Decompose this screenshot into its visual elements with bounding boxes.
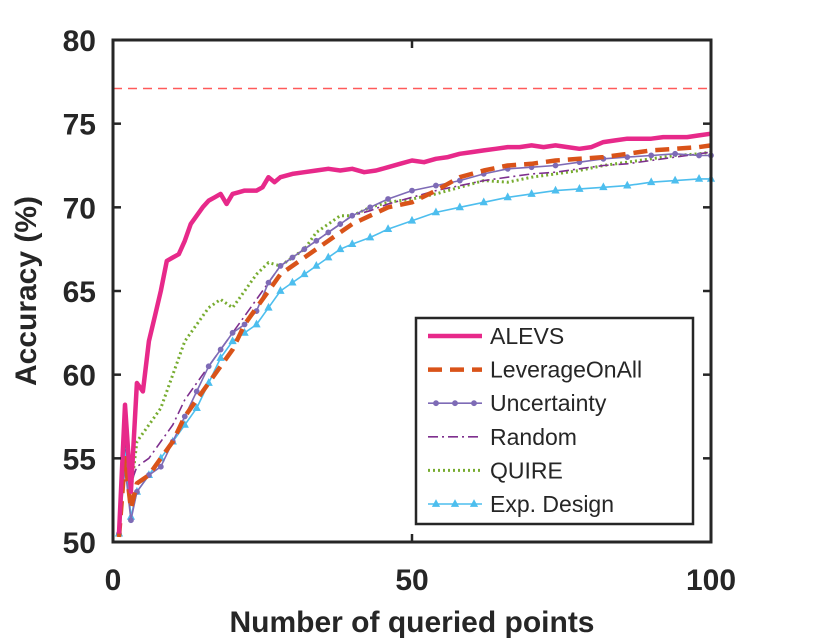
legend-label-random: Random (490, 424, 577, 450)
y-tick-label: 80 (63, 25, 96, 58)
data-point-uncertainty (433, 182, 439, 189)
legend-label-uncertainty: Uncertainty (490, 390, 607, 416)
data-point-exp-design (192, 403, 201, 412)
y-tick-label: 60 (63, 360, 96, 393)
legend-marker-exp-design (450, 499, 460, 507)
y-tick-label: 50 (63, 527, 96, 560)
data-point-exp-design (204, 378, 213, 386)
y-tick-label: 55 (63, 443, 96, 476)
data-point-uncertainty (552, 162, 559, 169)
data-point-exp-design (264, 302, 273, 311)
y-tick-label: 65 (63, 276, 96, 309)
legend-label-alevs: ALEVS (490, 323, 564, 349)
data-point-uncertainty (325, 229, 332, 236)
data-point-exp-design (276, 286, 285, 294)
series-quire (117, 150, 712, 534)
data-point-uncertainty (241, 321, 248, 328)
data-point-uncertainty (301, 246, 308, 253)
data-point-exp-design (431, 207, 441, 216)
x-axis-title: Number of queried points (229, 606, 594, 639)
data-point-exp-design (324, 252, 333, 261)
data-point-exp-design (599, 182, 608, 191)
data-point-uncertainty (672, 150, 679, 157)
data-point-uncertainty (337, 221, 344, 227)
legend-marker-uncertainty (433, 400, 439, 407)
y-axis-title: Accuracy (%) (10, 196, 43, 386)
data-point-exp-design (348, 239, 357, 248)
data-point-uncertainty (217, 346, 224, 353)
legend-box (414, 316, 695, 526)
data-point-uncertainty (193, 388, 200, 395)
series-line-alevs (116, 131, 712, 534)
legend-marker-uncertainty (471, 400, 477, 407)
data-point-exp-design (670, 175, 680, 184)
legend-label-leverageonall: LeverageOnAll (490, 357, 642, 383)
series-line-quire (117, 150, 712, 534)
data-point-uncertainty (181, 413, 188, 420)
data-point-exp-design (300, 269, 309, 278)
series-leverageonall (116, 143, 712, 538)
legend-label-quire: QUIRE (490, 457, 563, 483)
data-point-exp-design (623, 180, 632, 189)
data-point-uncertainty (456, 177, 463, 184)
legend-label-exp-design: Exp. Design (490, 491, 614, 517)
x-tick-label: 50 (395, 564, 428, 597)
data-point-exp-design (312, 261, 321, 269)
data-point-exp-design (252, 319, 261, 328)
data-point-uncertainty (205, 363, 212, 370)
legend-marker-exp-design (469, 499, 479, 507)
data-point-exp-design (336, 244, 345, 253)
data-point-uncertainty (157, 463, 164, 470)
data-point-exp-design (479, 197, 488, 206)
data-point-exp-design (694, 174, 704, 182)
data-point-uncertainty (349, 212, 356, 219)
legend-marker-uncertainty (452, 400, 458, 407)
data-point-uncertainty (128, 517, 134, 524)
data-point-uncertainty (313, 237, 320, 244)
y-tick-label: 70 (63, 192, 96, 225)
x-tick-label: 0 (105, 564, 122, 597)
legend: ALEVS LeverageOnAll Uncertainty Random QUIRE… (414, 316, 695, 526)
data-point-exp-design (288, 277, 297, 286)
data-point-exp-design (575, 184, 584, 192)
axis-ticks: 0 50 100 50 55 60 65 70 75 80 (63, 25, 736, 597)
data-point-uncertainty (265, 279, 272, 286)
data-point-uncertainty (385, 196, 391, 202)
y-tick-label: 75 (63, 109, 96, 142)
series-line-uncertainty (118, 153, 711, 534)
data-point-uncertainty (624, 154, 631, 161)
data-point-uncertainty (277, 263, 284, 269)
data-point-uncertainty (229, 329, 236, 336)
series-layer (114, 131, 716, 538)
x-tick-label: 100 (686, 564, 736, 597)
data-point-exp-design (503, 192, 512, 201)
data-point-exp-design (383, 224, 393, 232)
data-point-exp-design (228, 336, 237, 345)
legend-marker-exp-design (431, 499, 441, 507)
data-point-exp-design (216, 353, 225, 361)
data-point-uncertainty (289, 254, 296, 261)
data-point-exp-design (366, 232, 375, 241)
data-point-exp-design (527, 189, 536, 197)
data-point-exp-design (647, 177, 656, 186)
data-point-exp-design (407, 215, 417, 224)
data-point-uncertainty (648, 152, 655, 159)
series-alevs (116, 131, 712, 534)
data-point-exp-design (551, 185, 560, 194)
data-point-uncertainty (367, 204, 374, 211)
data-point-uncertainty (696, 152, 702, 159)
data-point-exp-design (455, 202, 464, 211)
data-point-uncertainty (409, 187, 415, 194)
series-line-leverageonall (116, 143, 712, 538)
